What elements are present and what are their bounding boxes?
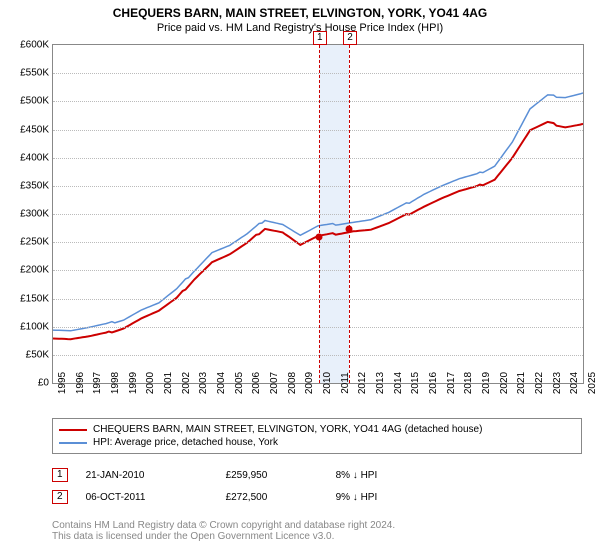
x-axis-label: 2024 bbox=[565, 372, 580, 394]
x-axis-label: 2015 bbox=[406, 372, 421, 394]
x-axis-label: 2019 bbox=[477, 372, 492, 394]
gridline bbox=[53, 158, 583, 159]
y-axis-label: £150K bbox=[20, 293, 53, 304]
y-axis-label: £0 bbox=[38, 378, 53, 389]
footer-text: Contains HM Land Registry data © Crown c… bbox=[52, 520, 395, 542]
x-axis-label: 2022 bbox=[530, 372, 545, 394]
chart-area: £0£50K£100K£150K£200K£250K£300K£350K£400… bbox=[52, 44, 584, 384]
y-axis-label: £450K bbox=[20, 124, 53, 135]
chart-subtitle: Price paid vs. HM Land Registry's House … bbox=[0, 20, 600, 34]
marker-label: 2 bbox=[343, 31, 357, 45]
y-axis-label: £400K bbox=[20, 152, 53, 163]
gridline bbox=[53, 270, 583, 271]
x-axis-label: 1998 bbox=[106, 372, 121, 394]
gridline bbox=[53, 355, 583, 356]
legend-swatch bbox=[59, 442, 87, 444]
legend-box: CHEQUERS BARN, MAIN STREET, ELVINGTON, Y… bbox=[52, 418, 582, 454]
marker-dashline bbox=[349, 45, 350, 383]
x-axis-label: 2008 bbox=[283, 372, 298, 394]
sale-delta: 9% ↓ HPI bbox=[336, 492, 446, 503]
marker-dashline bbox=[319, 45, 320, 383]
x-axis-label: 2006 bbox=[247, 372, 262, 394]
gridline bbox=[53, 101, 583, 102]
x-axis-label: 2000 bbox=[141, 372, 156, 394]
x-axis-label: 2010 bbox=[318, 372, 333, 394]
x-axis-label: 2017 bbox=[442, 372, 457, 394]
legend-row: HPI: Average price, detached house, York bbox=[59, 436, 575, 449]
sale-marker: 1 bbox=[52, 468, 68, 482]
y-axis-label: £500K bbox=[20, 96, 53, 107]
y-axis-label: £550K bbox=[20, 68, 53, 79]
marker-label: 1 bbox=[313, 31, 327, 45]
x-axis-label: 2004 bbox=[212, 372, 227, 394]
footer-line-1: Contains HM Land Registry data © Crown c… bbox=[52, 520, 395, 531]
x-axis-label: 2003 bbox=[194, 372, 209, 394]
x-axis-label: 2021 bbox=[512, 372, 527, 394]
x-axis-label: 2002 bbox=[177, 372, 192, 394]
gridline bbox=[53, 186, 583, 187]
x-axis-label: 1999 bbox=[124, 372, 139, 394]
x-axis-label: 2001 bbox=[159, 372, 174, 394]
y-axis-label: £200K bbox=[20, 265, 53, 276]
legend-label: CHEQUERS BARN, MAIN STREET, ELVINGTON, Y… bbox=[93, 424, 482, 435]
gridline bbox=[53, 130, 583, 131]
y-axis-label: £250K bbox=[20, 237, 53, 248]
legend-row: CHEQUERS BARN, MAIN STREET, ELVINGTON, Y… bbox=[59, 423, 575, 436]
sale-price: £272,500 bbox=[226, 492, 336, 503]
sale-row: 1 21-JAN-2010£259,9508% ↓ HPI bbox=[52, 468, 446, 482]
gridline bbox=[53, 327, 583, 328]
sale-date: 06-OCT-2011 bbox=[86, 492, 226, 503]
sale-point bbox=[346, 226, 353, 233]
x-axis-label: 2018 bbox=[459, 372, 474, 394]
y-axis-label: £100K bbox=[20, 321, 53, 332]
y-axis-label: £300K bbox=[20, 209, 53, 220]
gridline bbox=[53, 73, 583, 74]
x-axis-label: 1995 bbox=[53, 372, 68, 394]
sale-point bbox=[316, 233, 323, 240]
sale-marker: 2 bbox=[52, 490, 68, 504]
sale-price: £259,950 bbox=[226, 470, 336, 481]
y-axis-label: £50K bbox=[26, 349, 53, 360]
x-axis-label: 2016 bbox=[424, 372, 439, 394]
sale-date: 21-JAN-2010 bbox=[86, 470, 226, 481]
x-axis-label: 2009 bbox=[300, 372, 315, 394]
footer-line-2: This data is licensed under the Open Gov… bbox=[52, 531, 395, 542]
x-axis-label: 1996 bbox=[71, 372, 86, 394]
sale-row: 2 06-OCT-2011£272,5009% ↓ HPI bbox=[52, 490, 446, 504]
y-axis-label: £600K bbox=[20, 40, 53, 51]
x-axis-label: 2014 bbox=[389, 372, 404, 394]
y-axis-label: £350K bbox=[20, 180, 53, 191]
gridline bbox=[53, 299, 583, 300]
sale-delta: 8% ↓ HPI bbox=[336, 470, 446, 481]
chart-title: CHEQUERS BARN, MAIN STREET, ELVINGTON, Y… bbox=[0, 0, 600, 20]
x-axis-label: 2005 bbox=[230, 372, 245, 394]
x-axis-label: 1997 bbox=[88, 372, 103, 394]
x-axis-label: 2023 bbox=[548, 372, 563, 394]
legend-swatch bbox=[59, 429, 87, 431]
x-axis-label: 2025 bbox=[583, 372, 598, 394]
legend-label: HPI: Average price, detached house, York bbox=[93, 437, 278, 448]
x-axis-label: 2012 bbox=[353, 372, 368, 394]
gridline bbox=[53, 242, 583, 243]
x-axis-label: 2020 bbox=[495, 372, 510, 394]
x-axis-label: 2007 bbox=[265, 372, 280, 394]
x-axis-label: 2013 bbox=[371, 372, 386, 394]
gridline bbox=[53, 214, 583, 215]
